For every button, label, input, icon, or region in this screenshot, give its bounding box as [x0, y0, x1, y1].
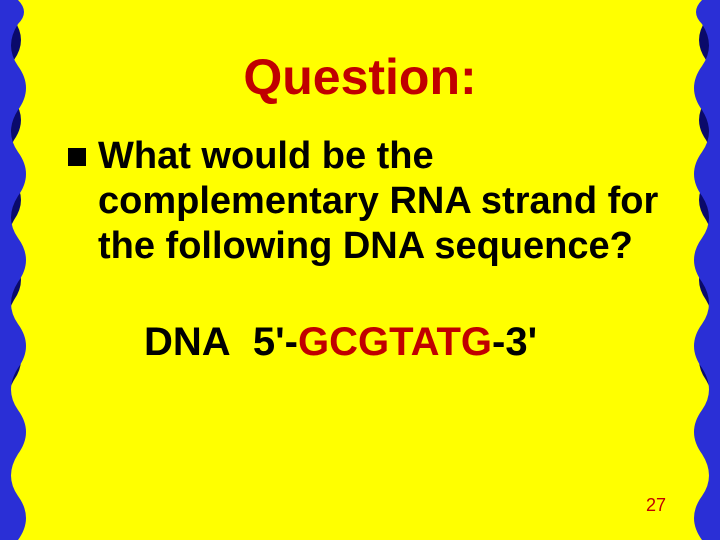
square-bullet-icon [68, 148, 86, 166]
wave-border-icon [684, 0, 720, 540]
slide-number: 27 [646, 495, 666, 516]
slide-title: Question: [50, 48, 670, 106]
slide-body: What would be the complementary RNA stra… [50, 134, 670, 268]
dna-sequence-line: DNA 5'-GCGTATG-3' [50, 320, 670, 365]
decorative-border-right [684, 0, 720, 540]
dna-five-prime: 5'- [253, 320, 298, 364]
decorative-border-left [0, 0, 36, 540]
dna-sequence: GCGTATG [298, 320, 492, 364]
wave-border-icon [0, 0, 36, 540]
slide: Question: What would be the complementar… [0, 0, 720, 540]
slide-content: Question: What would be the complementar… [50, 0, 670, 540]
bullet-item: What would be the complementary RNA stra… [68, 134, 662, 268]
question-text: What would be the complementary RNA stra… [98, 134, 662, 268]
dna-label: DNA [144, 320, 231, 364]
dna-three-prime: -3' [492, 320, 537, 364]
